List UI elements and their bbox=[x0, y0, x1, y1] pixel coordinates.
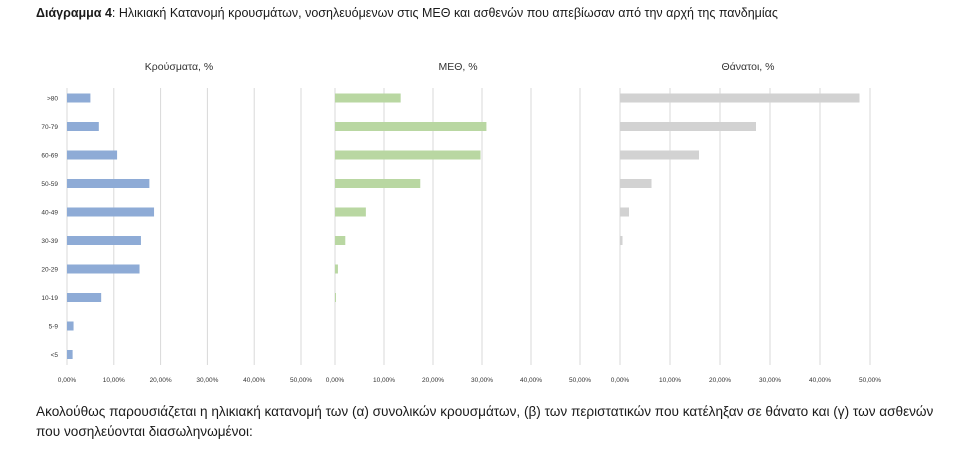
body-paragraph: Ακολούθως παρουσιάζεται η ηλικιακή καταν… bbox=[36, 404, 934, 439]
bar bbox=[67, 207, 155, 217]
category-label: 30-39 bbox=[41, 238, 58, 245]
category-label: 5-9 bbox=[49, 324, 59, 331]
bar bbox=[67, 93, 91, 103]
bar bbox=[335, 236, 346, 245]
x-tick-label: 20,00% bbox=[150, 377, 172, 384]
x-tick-label: 30,00% bbox=[196, 377, 218, 384]
bar bbox=[335, 264, 338, 274]
category-label: <5 bbox=[51, 352, 59, 359]
bar bbox=[335, 150, 481, 160]
x-tick-label: 0,00% bbox=[58, 377, 77, 384]
x-tick-label: 20,00% bbox=[422, 377, 444, 384]
x-tick-label: 50,00% bbox=[569, 377, 591, 384]
category-label: >80 bbox=[47, 96, 58, 103]
bar bbox=[335, 179, 421, 188]
x-tick-label: 30,00% bbox=[759, 377, 781, 384]
bar bbox=[335, 207, 366, 217]
chart-title: Θάνατοι, % bbox=[722, 61, 775, 73]
x-tick-label: 10,00% bbox=[659, 377, 681, 384]
category-label: 40-49 bbox=[41, 210, 58, 217]
bar bbox=[620, 179, 652, 188]
bar bbox=[335, 122, 487, 131]
x-tick-label: 10,00% bbox=[103, 377, 125, 384]
bar bbox=[67, 293, 102, 302]
bar bbox=[620, 207, 629, 217]
bar bbox=[335, 93, 401, 103]
bar bbox=[67, 236, 141, 245]
figure-caption-text: : Ηλικιακή Κατανομή κρουσμάτων, νοσηλευό… bbox=[111, 6, 778, 20]
age-distribution-charts: 0,00% 10,00% 20,00% 30,00% 40,00% 50,00% Κρούσ… bbox=[41, 61, 881, 384]
bar bbox=[620, 122, 756, 131]
x-tick-label: 40,00% bbox=[520, 377, 542, 384]
category-label: 60-69 bbox=[41, 153, 58, 160]
bar bbox=[620, 236, 623, 245]
category-label: 50-59 bbox=[41, 181, 58, 188]
x-tick-label: 20,00% bbox=[709, 377, 731, 384]
chart-title: Κρούσματα, % bbox=[145, 61, 213, 73]
bar bbox=[67, 350, 73, 359]
bar bbox=[67, 179, 150, 188]
bar bbox=[67, 150, 118, 160]
category-label: 20-29 bbox=[41, 267, 58, 274]
bar bbox=[620, 93, 860, 103]
figure-caption-label: Διάγραμμα 4 bbox=[36, 6, 112, 20]
x-tick-label: 0,00% bbox=[326, 377, 345, 384]
x-tick-label: 30,00% bbox=[471, 377, 493, 384]
bar bbox=[335, 293, 336, 302]
x-tick-label: 40,00% bbox=[809, 377, 831, 384]
chart-title: ΜΕΘ, % bbox=[438, 61, 477, 73]
chart-panel-1: 0,00% 10,00% 20,00% 30,00% 40,00% 50,00% Κρούσ… bbox=[41, 61, 312, 384]
bar bbox=[67, 321, 74, 331]
chart-panel-2: 0,00% 10,00% 20,00% 30,00% 40,00% 50,00% ΜΕΘ, … bbox=[326, 61, 591, 384]
x-tick-label: 50,00% bbox=[859, 377, 881, 384]
bar bbox=[620, 150, 699, 160]
figure-caption: Διάγραμμα 4: Ηλικιακή Κατανομή κρουσμάτω… bbox=[36, 6, 778, 20]
chart-panel-3: 0,00% 10,00% 20,00% 30,00% 40,00% 50,00% Θάνατ… bbox=[611, 61, 881, 384]
x-tick-label: 10,00% bbox=[373, 377, 395, 384]
bar bbox=[67, 122, 99, 131]
x-tick-label: 50,00% bbox=[290, 377, 312, 384]
category-label: 70-79 bbox=[41, 124, 58, 131]
bar bbox=[67, 264, 140, 274]
x-tick-label: 0,00% bbox=[611, 377, 630, 384]
x-tick-label: 40,00% bbox=[243, 377, 265, 384]
category-label: 10-19 bbox=[41, 295, 58, 302]
